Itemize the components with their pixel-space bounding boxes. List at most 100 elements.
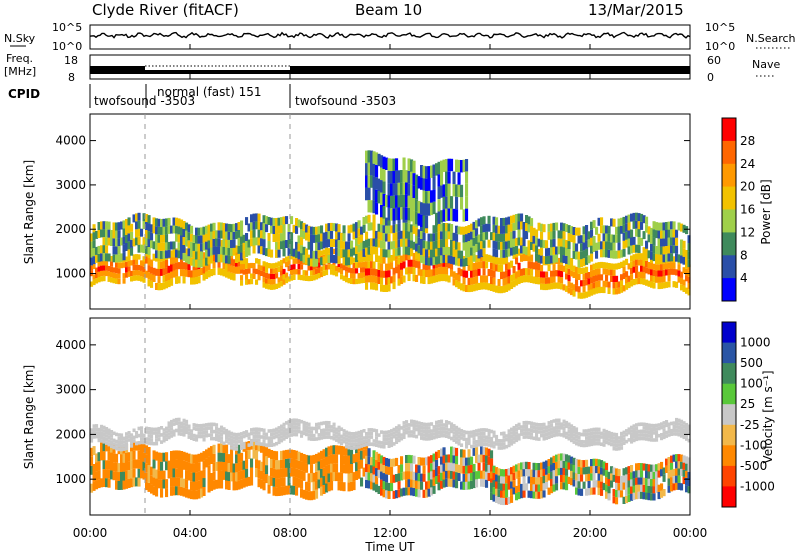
heatmap-cell: [652, 282, 656, 289]
heatmap-cell: [457, 427, 461, 432]
heatmap-cell: [465, 171, 469, 184]
heatmap-cell: [435, 232, 439, 241]
heatmap-cell: [385, 233, 389, 242]
heatmap-cell: [147, 258, 151, 266]
heatmap-cell: [245, 217, 249, 226]
heatmap-cell: [337, 429, 341, 433]
heatmap-cell: [427, 269, 431, 277]
heatmap-cell: [110, 443, 114, 453]
heatmap-cell: [280, 265, 284, 271]
heatmap-cell: [397, 431, 401, 435]
heatmap-cell: [332, 429, 336, 434]
heatmap-cell: [632, 220, 636, 229]
heatmap-cell: [390, 183, 394, 196]
heatmap-cell: [287, 423, 291, 427]
heatmap-cell: [560, 222, 564, 231]
heatmap-cell: [197, 251, 201, 260]
heatmap-cell: [125, 446, 129, 451]
heatmap-cell: [407, 463, 411, 472]
heatmap-cell: [400, 230, 404, 239]
heatmap-cell: [577, 442, 581, 447]
heatmap-cell: [325, 231, 329, 240]
heatmap-cell: [682, 428, 686, 432]
heatmap-cell: [260, 246, 264, 255]
heatmap-cell: [437, 274, 441, 282]
heatmap-cell: [277, 277, 281, 283]
heatmap-cell: [550, 239, 554, 248]
heatmap-cell: [237, 471, 241, 481]
heatmap-cell: [615, 482, 619, 490]
heatmap-cell: [455, 241, 459, 250]
heatmap-cell: [145, 237, 149, 246]
heatmap-cell: [430, 422, 434, 426]
heatmap-cell: [427, 257, 431, 266]
heatmap-cell: [237, 436, 241, 440]
heatmap-cell: [325, 424, 329, 429]
heatmap-cell: [305, 432, 309, 437]
heatmap-cell: [545, 429, 549, 433]
heatmap-cell: [682, 285, 686, 292]
heatmap-cell: [165, 234, 169, 243]
heatmap-cell: [192, 242, 196, 251]
heatmap-cell: [587, 290, 591, 297]
heatmap-cell: [472, 433, 476, 438]
heatmap-cell: [162, 261, 166, 269]
heatmap-cell: [345, 446, 349, 456]
heatmap-cell: [665, 434, 669, 438]
heatmap-cell: [350, 442, 354, 447]
heatmap-cell: [165, 267, 169, 275]
heatmap-cell: [420, 422, 424, 426]
heatmap-cell: [297, 469, 301, 479]
heatmap-cell: [677, 432, 681, 437]
heatmap-cell: [337, 481, 341, 491]
heatmap-cell: [602, 443, 606, 447]
heatmap-cell: [210, 455, 214, 464]
heatmap-cell: [665, 245, 669, 254]
heatmap-cell: [257, 221, 261, 230]
heatmap-cell: [245, 441, 249, 451]
heatmap-cell: [230, 224, 234, 233]
heatmap-cell: [242, 242, 246, 251]
heatmap-cell: [212, 253, 216, 261]
heatmap-cell: [635, 423, 639, 427]
heatmap-cell: [677, 454, 681, 462]
colorbar-tick-label: 8: [740, 248, 748, 262]
heatmap-cell: [490, 429, 494, 434]
heatmap-cell: [410, 419, 414, 424]
heatmap-cell: [147, 223, 151, 232]
heatmap-cell: [567, 257, 571, 265]
heatmap-cell: [315, 426, 319, 430]
heatmap-cell: [372, 261, 376, 269]
heatmap-cell: [397, 195, 401, 208]
heatmap-cell: [607, 478, 611, 487]
heatmap-cell: [360, 250, 364, 259]
heatmap-cell: [685, 477, 689, 486]
heatmap-cell: [552, 484, 556, 492]
heatmap-cell: [665, 238, 669, 246]
heatmap-cell: [392, 158, 396, 171]
heatmap-cell: [195, 269, 199, 277]
heatmap-cell: [367, 187, 371, 200]
heatmap-cell: [522, 476, 526, 484]
heatmap-cell: [415, 235, 419, 244]
heatmap-cell: [152, 253, 156, 261]
heatmap-cell: [210, 239, 214, 248]
heatmap-cell: [680, 430, 684, 435]
heatmap-cell: [377, 153, 381, 167]
heatmap-cell: [342, 241, 346, 250]
heatmap-cell: [347, 446, 351, 456]
heatmap-cell: [492, 216, 496, 225]
heatmap-cell: [682, 469, 686, 477]
heatmap-cell: [577, 432, 581, 436]
heatmap-cell: [490, 492, 494, 500]
heatmap-cell: [115, 439, 119, 444]
heatmap-cell: [420, 269, 424, 277]
colorbar-swatch: [722, 322, 736, 344]
heatmap-cell: [132, 441, 136, 451]
heatmap-cell: [150, 441, 154, 446]
heatmap-cell: [330, 269, 334, 275]
heatmap-cell: [545, 467, 549, 475]
heatmap-cell: [507, 283, 511, 291]
heatmap-cell: [400, 456, 404, 465]
heatmap-cell: [230, 248, 234, 256]
